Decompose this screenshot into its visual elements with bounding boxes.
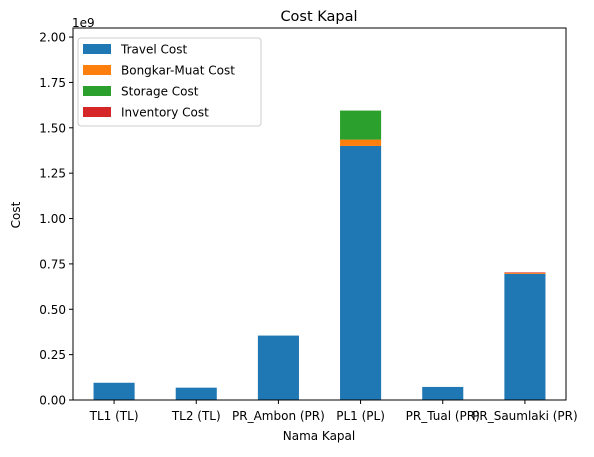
legend-label: Bongkar-Muat Cost — [121, 64, 235, 78]
y-tick-label: 2.00 — [39, 31, 66, 45]
y-axis-ticks: 0.00 0.25 0.50 0.75 1.00 1.25 1.50 1.75 2.00 — [39, 31, 73, 408]
bar-segment — [504, 273, 546, 400]
chart-title: Cost Kapal — [280, 9, 357, 25]
bar-segment — [93, 382, 135, 400]
y-tick-label: 1.75 — [39, 76, 66, 90]
legend-swatch — [83, 65, 111, 75]
x-axis-label: Nama Kapal — [283, 429, 356, 443]
x-tick-label: TL1 (TL) — [89, 409, 139, 423]
legend-box — [77, 37, 262, 127]
y-tick-label: 1.50 — [39, 121, 66, 135]
y-tick-label: 0.25 — [39, 348, 66, 362]
y-tick-label: 0.00 — [39, 394, 66, 408]
y-tick-label: 1.00 — [39, 212, 66, 226]
bar-segment — [175, 387, 217, 400]
bar-segment — [504, 272, 546, 274]
legend-label: Travel Cost — [120, 43, 187, 57]
y-axis-offset-label: 1e9 — [72, 16, 95, 30]
legend-swatch — [83, 86, 111, 96]
y-tick-label: 1.25 — [39, 167, 66, 181]
x-axis-ticks: TL1 (TL) TL2 (TL) PR_Ambon (PR) PL1 (PL) PR_… — [89, 400, 578, 423]
legend-swatch — [83, 107, 111, 117]
bar-segment — [340, 145, 382, 400]
y-tick-label: 0.50 — [39, 303, 66, 317]
bar-segment — [340, 110, 382, 140]
bar-segment — [257, 335, 299, 400]
bars-group — [93, 110, 546, 400]
bar-segment — [504, 272, 546, 274]
bar-segment — [422, 386, 464, 400]
x-tick-label: PR_Tual (PR) — [406, 409, 480, 423]
legend: Travel Cost Bongkar-Muat Cost Storage Cost… — [77, 37, 262, 127]
x-tick-label: TL2 (TL) — [171, 409, 221, 423]
legend-label: Inventory Cost — [121, 106, 209, 120]
bar-segment — [340, 139, 382, 146]
y-axis-label: Cost — [9, 201, 23, 228]
y-tick-label: 0.75 — [39, 257, 66, 271]
x-tick-label: PR_Ambon (PR) — [232, 409, 325, 423]
legend-label: Storage Cost — [121, 85, 199, 99]
x-tick-label: PR_Saumlaki (PR) — [472, 409, 578, 423]
legend-swatch — [83, 44, 111, 54]
x-tick-label: PL1 (PL) — [336, 409, 385, 423]
plot-frame — [72, 27, 567, 401]
